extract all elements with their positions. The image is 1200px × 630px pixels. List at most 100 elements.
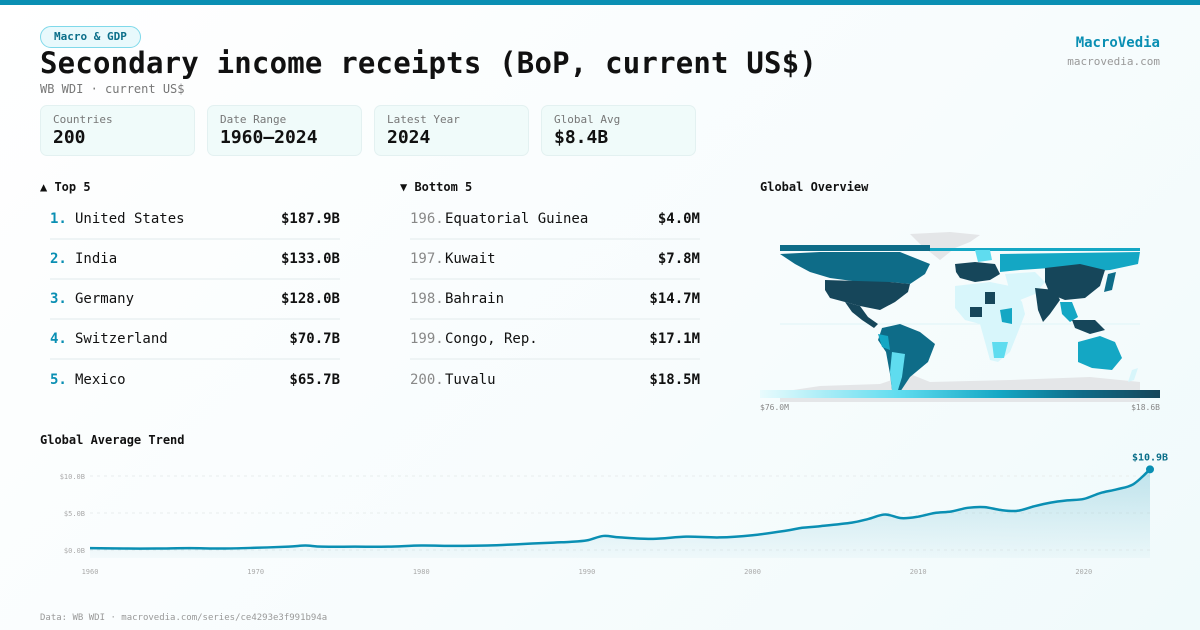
rank: 1. xyxy=(50,211,67,227)
stat-label: Global Avg xyxy=(554,113,621,126)
brand-logo[interactable]: MacroVedia xyxy=(1075,35,1160,51)
page-title: Secondary income receipts (BoP, current … xyxy=(40,46,818,80)
country-value: $17.1M xyxy=(649,331,700,347)
usa-shape xyxy=(825,280,910,310)
bottom-5-header: ▼ Bottom 5 xyxy=(400,180,473,194)
list-item[interactable]: 1. United States $187.9B xyxy=(50,200,340,240)
country-value: $14.7M xyxy=(649,291,700,307)
mexico-shape xyxy=(845,302,878,328)
country-name: India xyxy=(75,251,118,267)
brand-url[interactable]: macrovedia.com xyxy=(1067,55,1160,68)
footer-source: Data: WB WDI · macrovedia.com/series/ce4… xyxy=(40,613,328,623)
stats-row: Countries 200 Date Range 1960–2024 Lates… xyxy=(40,105,696,156)
indonesia-shape xyxy=(1072,320,1105,334)
svg-text:$10.0B: $10.0B xyxy=(60,473,85,481)
stat-card-date-range: Date Range 1960–2024 xyxy=(207,105,362,156)
stat-value: $8.4B xyxy=(554,127,609,148)
global-average-trend-chart[interactable]: $0.0B $5.0B $10.0B 1960 1970 1980 1990 2000 201… xyxy=(0,440,1200,590)
bottom-5-list: ▼ Bottom 5 196. Equatorial Guinea $4.0M … xyxy=(400,180,700,400)
svg-text:$5.0B: $5.0B xyxy=(64,510,85,518)
rank: 3. xyxy=(50,291,67,307)
country-value: $18.5M xyxy=(649,372,700,388)
country-name: Kuwait xyxy=(445,251,496,267)
latest-value-marker xyxy=(1146,465,1154,474)
list-item[interactable]: 2. India $133.0B xyxy=(50,240,340,280)
svg-text:2010: 2010 xyxy=(910,568,927,576)
stat-value: 200 xyxy=(53,127,86,148)
country-value: $70.7B xyxy=(289,331,340,347)
world-map-svg xyxy=(780,232,1140,404)
global-overview-title: Global Overview xyxy=(760,180,869,194)
stat-value: 2024 xyxy=(387,127,431,148)
country-name: Germany xyxy=(75,291,135,307)
country-name: Mexico xyxy=(75,372,126,388)
middle-east-shape xyxy=(1005,272,1045,300)
country-name: Bahrain xyxy=(445,291,505,307)
india-shape xyxy=(1035,288,1060,322)
top-accent-bar xyxy=(0,0,1200,5)
page-subtitle: WB WDI · current US$ xyxy=(40,82,185,96)
stat-label: Latest Year xyxy=(387,113,460,126)
latest-value-label: $10.9B xyxy=(1132,452,1168,463)
country-value: $128.0B xyxy=(280,291,340,307)
rank: 200. xyxy=(410,372,444,388)
list-item[interactable]: 200. Tuvalu $18.5M xyxy=(410,360,700,400)
x-axis-ticks: 1960 1970 1980 1990 2000 2010 2020 xyxy=(82,568,1093,576)
world-choropleth-map[interactable] xyxy=(760,202,1160,404)
list-item[interactable]: 199. Congo, Rep. $17.1M xyxy=(410,320,700,360)
top-5-list: ▲ Top 5 1. United States $187.9B 2. Indi… xyxy=(40,180,340,400)
country-name: Congo, Rep. xyxy=(445,331,538,347)
trend-line xyxy=(89,468,1151,550)
country-value: $187.9B xyxy=(280,211,340,227)
australia-shape xyxy=(1078,336,1122,370)
legend-min-label: $76.0M xyxy=(760,403,789,412)
list-item[interactable]: 198. Bahrain $14.7M xyxy=(410,280,700,320)
rank: 196. xyxy=(410,211,444,227)
global-overview-section: Global Overview xyxy=(760,180,1160,404)
russia-shape xyxy=(1000,252,1140,272)
country-name: United States xyxy=(75,211,185,227)
north-america-north xyxy=(780,252,930,284)
country-name: Switzerland xyxy=(75,331,168,347)
stat-card-global-avg: Global Avg $8.4B xyxy=(541,105,696,156)
country-name: Tuvalu xyxy=(445,372,496,388)
list-item[interactable]: 3. Germany $128.0B xyxy=(50,280,340,320)
trend-area xyxy=(90,469,1150,558)
rank: 199. xyxy=(410,331,444,347)
europe-shape xyxy=(955,262,1000,282)
legend-max-label: $18.6B xyxy=(1131,403,1160,412)
rank: 198. xyxy=(410,291,444,307)
svg-text:1960: 1960 xyxy=(82,568,99,576)
country-value: $65.7B xyxy=(289,372,340,388)
list-item[interactable]: 4. Switzerland $70.7B xyxy=(50,320,340,360)
greenland-shape xyxy=(910,232,980,260)
stat-card-countries: Countries 200 xyxy=(40,105,195,156)
rank: 2. xyxy=(50,251,67,267)
svg-text:1970: 1970 xyxy=(247,568,264,576)
trend-title: Global Average Trend xyxy=(40,433,185,447)
rank: 4. xyxy=(50,331,67,347)
country-value: $7.8M xyxy=(657,251,700,267)
stat-value: 1960–2024 xyxy=(220,127,318,148)
stat-card-latest-year: Latest Year 2024 xyxy=(374,105,529,156)
list-item[interactable]: 5. Mexico $65.7B xyxy=(50,360,340,400)
rank: 5. xyxy=(50,372,67,388)
svg-text:2000: 2000 xyxy=(744,568,761,576)
svg-text:1980: 1980 xyxy=(413,568,430,576)
country-value: $133.0B xyxy=(280,251,340,267)
svg-text:2020: 2020 xyxy=(1075,568,1092,576)
country-value: $4.0M xyxy=(657,211,700,227)
list-item[interactable]: 196. Equatorial Guinea $4.0M xyxy=(410,200,700,240)
svg-text:1990: 1990 xyxy=(578,568,595,576)
rank: 197. xyxy=(410,251,444,267)
japan-shape xyxy=(1104,272,1116,292)
top-5-header: ▲ Top 5 xyxy=(40,180,91,194)
stat-label: Date Range xyxy=(220,113,287,126)
y-axis-ticks: $0.0B $5.0B $10.0B xyxy=(60,473,85,555)
china-shape xyxy=(1045,264,1105,300)
map-legend-gradient xyxy=(760,390,1160,398)
list-item[interactable]: 197. Kuwait $7.8M xyxy=(410,240,700,280)
country-name: Equatorial Guinea xyxy=(445,211,589,227)
svg-text:$0.0B: $0.0B xyxy=(64,547,85,555)
category-badge[interactable]: Macro & GDP xyxy=(40,26,141,48)
